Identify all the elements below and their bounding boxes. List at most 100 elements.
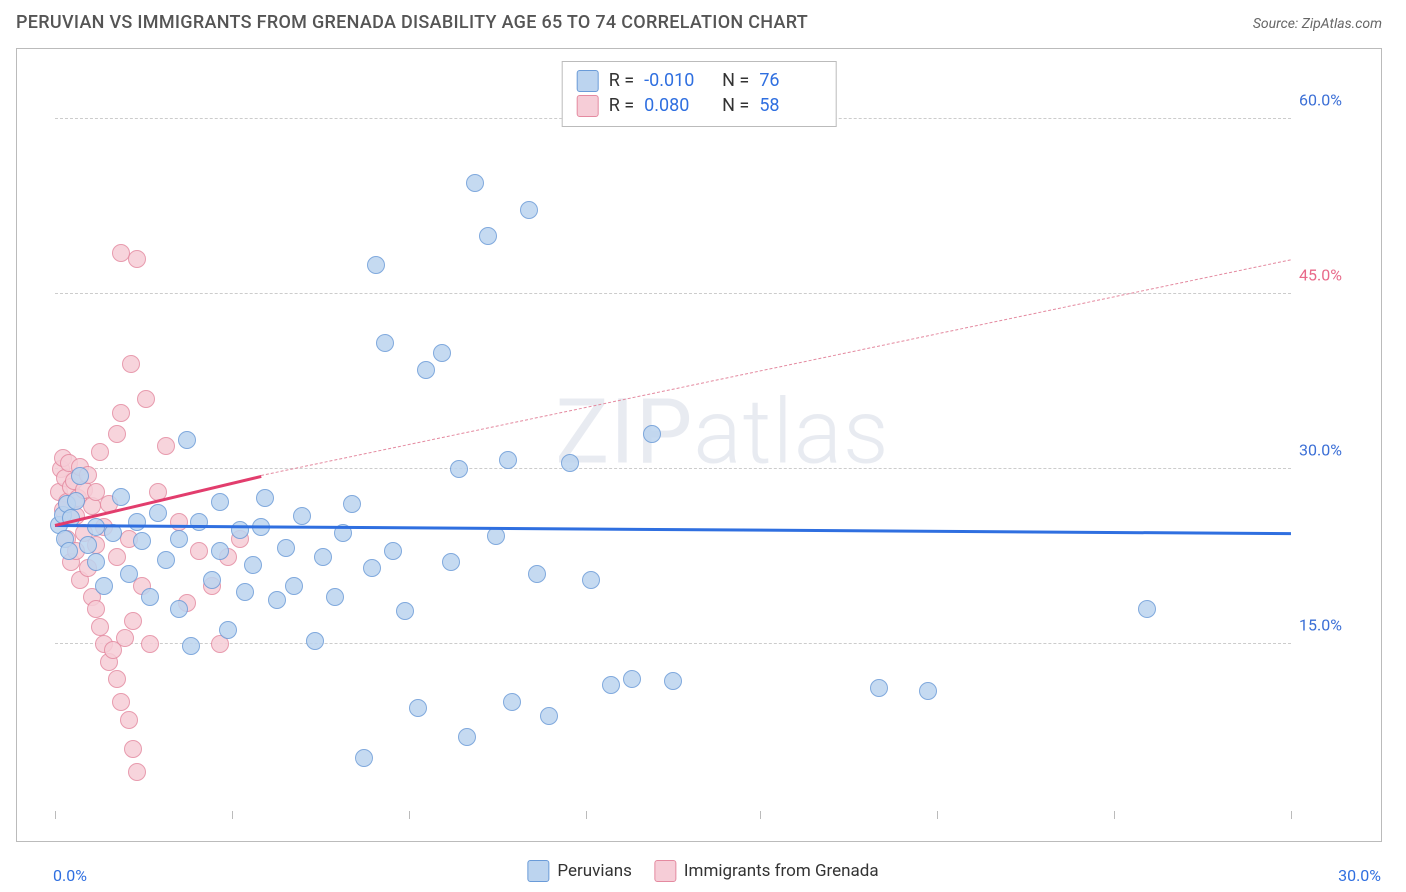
chart-title: PERUVIAN VS IMMIGRANTS FROM GRENADA DISA…: [16, 12, 808, 33]
x-tick: [55, 811, 56, 819]
data-point: [479, 227, 497, 245]
x-tick: [1291, 811, 1292, 819]
header: PERUVIAN VS IMMIGRANTS FROM GRENADA DISA…: [0, 0, 1406, 41]
data-point: [170, 530, 188, 548]
data-point: [178, 431, 196, 449]
data-point: [112, 404, 130, 422]
legend-label: Immigrants from Grenada: [684, 861, 879, 881]
y-tick-label: 30.0%: [1299, 441, 1373, 460]
data-point: [326, 588, 344, 606]
data-point: [236, 583, 254, 601]
y-tick-label: 60.0%: [1299, 91, 1373, 110]
data-point: [870, 679, 888, 697]
data-point: [285, 577, 303, 595]
data-point: [91, 443, 109, 461]
data-point: [79, 536, 97, 554]
legend: Peruvians Immigrants from Grenada: [527, 860, 878, 882]
legend-label: Peruvians: [557, 861, 632, 881]
data-point: [384, 542, 402, 560]
data-point: [582, 571, 600, 589]
correlation-stats-box: R =-0.010N =76R =0.080N =58: [562, 61, 837, 127]
data-point: [124, 740, 142, 758]
data-point: [231, 521, 249, 539]
legend-item: Peruvians: [527, 860, 632, 882]
data-point: [170, 600, 188, 618]
y-tick-label: 15.0%: [1299, 616, 1373, 635]
data-point: [450, 460, 468, 478]
data-point: [499, 451, 517, 469]
trend-line: [261, 259, 1291, 476]
x-tick: [760, 811, 761, 819]
n-value: 76: [759, 68, 821, 93]
data-point: [120, 565, 138, 583]
data-point: [376, 334, 394, 352]
data-point: [108, 670, 126, 688]
data-point: [367, 256, 385, 274]
data-point: [128, 513, 146, 531]
data-point: [355, 749, 373, 767]
data-point: [182, 637, 200, 655]
data-point: [306, 632, 324, 650]
data-point: [157, 437, 175, 455]
data-point: [466, 174, 484, 192]
r-value: -0.010: [644, 68, 706, 93]
n-label: N =: [722, 93, 749, 118]
x-axis-max-label: 30.0%: [1338, 866, 1381, 885]
legend-item: Immigrants from Grenada: [654, 860, 879, 882]
data-point: [112, 488, 130, 506]
data-point: [108, 425, 126, 443]
x-tick: [1114, 811, 1115, 819]
data-point: [458, 728, 476, 746]
data-point: [256, 489, 274, 507]
data-point: [71, 467, 89, 485]
data-point: [149, 504, 167, 522]
data-point: [128, 763, 146, 781]
data-point: [87, 600, 105, 618]
data-point: [442, 553, 460, 571]
x-tick: [232, 811, 233, 819]
data-point: [396, 602, 414, 620]
data-point: [520, 201, 538, 219]
legend-swatch: [654, 860, 676, 882]
data-point: [141, 635, 159, 653]
data-point: [91, 618, 109, 636]
watermark-light: atlas: [693, 380, 889, 485]
data-point: [417, 361, 435, 379]
data-point: [219, 621, 237, 639]
data-point: [112, 244, 130, 262]
data-point: [528, 565, 546, 583]
data-point: [170, 513, 188, 531]
data-point: [87, 553, 105, 571]
data-point: [133, 532, 151, 550]
chart-container: Disability Age 65 to 74 ZIPatlas 15.0%30…: [16, 48, 1382, 842]
data-point: [503, 693, 521, 711]
data-point: [343, 495, 361, 513]
data-point: [108, 548, 126, 566]
data-point: [124, 612, 142, 630]
x-tick: [586, 811, 587, 819]
data-point: [60, 542, 78, 560]
n-label: N =: [722, 68, 749, 93]
data-point: [664, 672, 682, 690]
data-point: [268, 591, 286, 609]
data-point: [602, 676, 620, 694]
y-tick-label: 45.0%: [1299, 266, 1373, 285]
data-point: [433, 344, 451, 362]
r-value: 0.080: [644, 93, 706, 118]
data-point: [919, 682, 937, 700]
data-point: [122, 355, 140, 373]
r-label: R =: [609, 68, 634, 93]
gridline: [55, 293, 1291, 294]
x-tick: [937, 811, 938, 819]
series-swatch: [577, 70, 599, 92]
data-point: [211, 542, 229, 560]
n-value: 58: [759, 93, 821, 118]
data-point: [643, 425, 661, 443]
data-point: [128, 250, 146, 268]
data-point: [314, 548, 332, 566]
data-point: [409, 699, 427, 717]
data-point: [141, 588, 159, 606]
data-point: [120, 711, 138, 729]
stat-row: R =0.080N =58: [577, 93, 822, 118]
watermark: ZIPatlas: [555, 380, 889, 485]
